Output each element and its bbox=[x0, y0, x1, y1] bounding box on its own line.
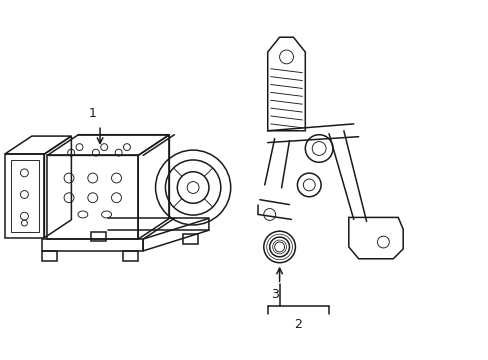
Text: 2: 2 bbox=[294, 318, 302, 331]
Text: 3: 3 bbox=[270, 288, 278, 301]
Text: 1: 1 bbox=[88, 107, 96, 120]
